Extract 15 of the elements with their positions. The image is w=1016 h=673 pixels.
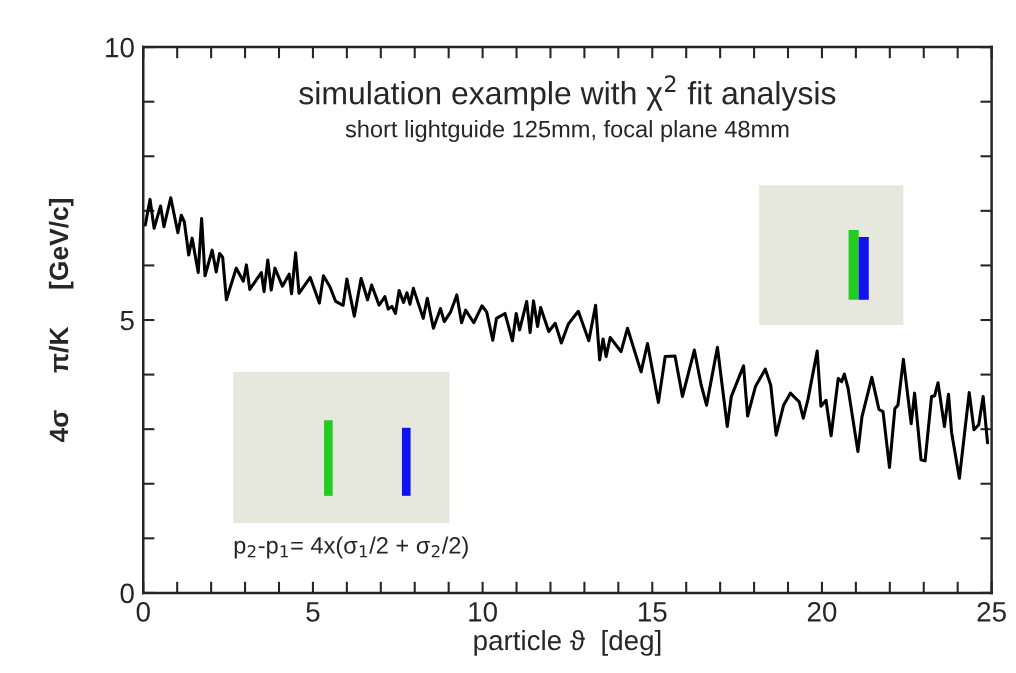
y-axis-title: 4σ π/K [GeV/c] (48, 198, 74, 443)
text: simulation example with χ$^{2}$ fit analysis (299, 75, 836, 111)
y-tick-label: 0 (120, 583, 134, 604)
x-tick-label: 25 (977, 601, 1006, 622)
x-tick-label: 5 (306, 602, 320, 622)
x-tick-label: 15 (638, 602, 667, 622)
x-axis-title: particle ϑ [deg] (474, 629, 661, 656)
y-tick-label: 10 (106, 37, 134, 58)
x-tick-label: 20 (807, 601, 837, 622)
text: p$_{2}$-p$_{1}$= 4x(σ$_{1}$/2 + σ$_{2}$/2) (234, 536, 468, 559)
x-tick-label: 0 (136, 601, 150, 622)
x-tick-label: 10 (469, 601, 497, 622)
text: short lightguide 125mm, focal plane 48mm (345, 120, 789, 143)
line-series (143, 196, 990, 480)
y-tick-label: 5 (120, 310, 134, 331)
